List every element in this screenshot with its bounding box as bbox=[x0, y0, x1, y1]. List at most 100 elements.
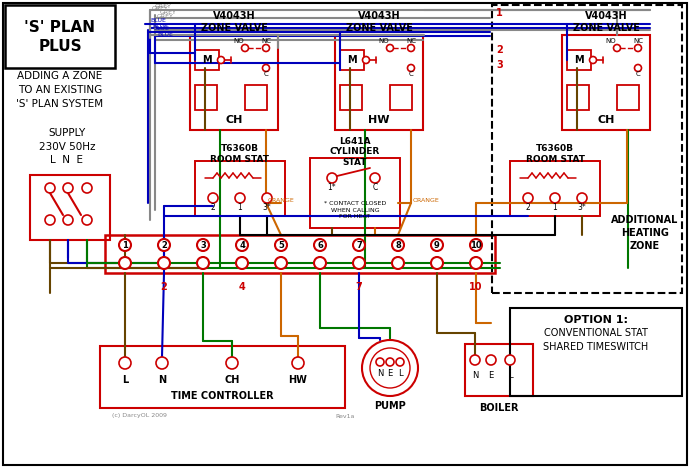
Circle shape bbox=[589, 57, 596, 64]
Circle shape bbox=[431, 257, 443, 269]
Circle shape bbox=[431, 239, 443, 251]
Circle shape bbox=[370, 348, 410, 388]
Circle shape bbox=[275, 257, 287, 269]
Text: 1: 1 bbox=[122, 241, 128, 249]
Circle shape bbox=[119, 239, 131, 251]
Text: 3*: 3* bbox=[263, 203, 271, 212]
Text: 5: 5 bbox=[278, 241, 284, 249]
Bar bbox=[390, 85, 412, 110]
Circle shape bbox=[275, 239, 287, 251]
Circle shape bbox=[262, 44, 270, 51]
Text: Rev1a: Rev1a bbox=[335, 414, 355, 418]
Text: 4: 4 bbox=[239, 241, 245, 249]
Bar bbox=[510, 308, 682, 396]
Text: C: C bbox=[635, 71, 640, 77]
Text: 9: 9 bbox=[434, 241, 440, 249]
Text: 10: 10 bbox=[470, 241, 482, 249]
Text: E: E bbox=[489, 372, 493, 380]
Circle shape bbox=[327, 173, 337, 183]
Circle shape bbox=[63, 215, 73, 225]
Text: NC: NC bbox=[406, 38, 416, 44]
Circle shape bbox=[396, 358, 404, 366]
Bar bbox=[100, 346, 345, 408]
Circle shape bbox=[292, 357, 304, 369]
Bar bbox=[335, 35, 423, 130]
Text: T6360B
ROOM STAT: T6360B ROOM STAT bbox=[210, 144, 270, 164]
Text: L: L bbox=[122, 375, 128, 385]
Text: V4043H
ZONE VALVE: V4043H ZONE VALVE bbox=[346, 11, 413, 33]
Text: M: M bbox=[574, 55, 584, 65]
Circle shape bbox=[523, 193, 533, 203]
Text: N: N bbox=[377, 370, 383, 379]
Text: NO: NO bbox=[234, 38, 244, 44]
Circle shape bbox=[197, 257, 209, 269]
Circle shape bbox=[635, 65, 642, 72]
Text: GREY: GREY bbox=[152, 6, 169, 10]
Circle shape bbox=[236, 239, 248, 251]
Circle shape bbox=[386, 358, 394, 366]
Text: 4: 4 bbox=[239, 282, 246, 292]
Text: 6: 6 bbox=[317, 241, 323, 249]
Circle shape bbox=[262, 193, 272, 203]
Text: ADDITIONAL
HEATING
ZONE: ADDITIONAL HEATING ZONE bbox=[611, 215, 679, 251]
Text: GREY: GREY bbox=[155, 5, 172, 9]
Text: T6360B
ROOM STAT: T6360B ROOM STAT bbox=[526, 144, 584, 164]
Text: 1: 1 bbox=[237, 203, 242, 212]
Text: C: C bbox=[408, 71, 413, 77]
Text: GREY: GREY bbox=[160, 9, 177, 15]
Bar bbox=[310, 158, 400, 228]
Text: CH: CH bbox=[598, 115, 615, 125]
Bar bbox=[567, 85, 589, 110]
Text: ORANGE: ORANGE bbox=[413, 197, 440, 203]
Bar bbox=[5, 5, 115, 68]
Bar bbox=[105, 235, 495, 273]
Circle shape bbox=[353, 257, 365, 269]
Text: 3: 3 bbox=[496, 60, 503, 70]
Text: L: L bbox=[397, 370, 402, 379]
Text: L: L bbox=[508, 372, 512, 380]
Circle shape bbox=[392, 257, 404, 269]
Text: 2: 2 bbox=[161, 282, 168, 292]
Bar bbox=[562, 35, 650, 130]
Circle shape bbox=[470, 257, 482, 269]
Circle shape bbox=[226, 357, 238, 369]
Text: SUPPLY
230V 50Hz: SUPPLY 230V 50Hz bbox=[39, 128, 95, 152]
Text: N: N bbox=[472, 372, 478, 380]
Bar bbox=[567, 50, 591, 70]
Bar bbox=[245, 85, 267, 110]
Circle shape bbox=[486, 355, 496, 365]
Text: 'S' PLAN
PLUS: 'S' PLAN PLUS bbox=[25, 20, 95, 54]
Circle shape bbox=[158, 257, 170, 269]
Bar bbox=[465, 344, 533, 396]
Circle shape bbox=[408, 65, 415, 72]
Text: 10: 10 bbox=[469, 282, 483, 292]
Text: (c) DarcyOL 2009: (c) DarcyOL 2009 bbox=[112, 414, 167, 418]
Text: 7: 7 bbox=[355, 282, 362, 292]
Circle shape bbox=[376, 358, 384, 366]
Text: HW: HW bbox=[368, 115, 390, 125]
Circle shape bbox=[314, 257, 326, 269]
Bar bbox=[190, 35, 278, 130]
Circle shape bbox=[208, 193, 218, 203]
Text: BLUE: BLUE bbox=[153, 27, 169, 31]
Text: 2: 2 bbox=[210, 203, 215, 212]
Bar bbox=[30, 175, 110, 240]
Circle shape bbox=[235, 193, 245, 203]
Bar bbox=[492, 5, 682, 293]
Text: 2: 2 bbox=[526, 203, 531, 212]
Circle shape bbox=[635, 44, 642, 51]
Circle shape bbox=[119, 257, 131, 269]
Bar bbox=[510, 161, 600, 216]
Text: 2: 2 bbox=[161, 241, 167, 249]
Text: ADDING A ZONE
TO AN EXISTING
'S' PLAN SYSTEM: ADDING A ZONE TO AN EXISTING 'S' PLAN SY… bbox=[17, 71, 104, 109]
Text: HW: HW bbox=[288, 375, 308, 385]
Bar bbox=[617, 85, 639, 110]
Circle shape bbox=[370, 173, 380, 183]
Circle shape bbox=[45, 215, 55, 225]
Text: BLUE: BLUE bbox=[150, 19, 166, 23]
Text: 1: 1 bbox=[553, 203, 558, 212]
Circle shape bbox=[470, 239, 482, 251]
Text: 8: 8 bbox=[395, 241, 401, 249]
Text: E: E bbox=[387, 370, 393, 379]
Circle shape bbox=[63, 183, 73, 193]
